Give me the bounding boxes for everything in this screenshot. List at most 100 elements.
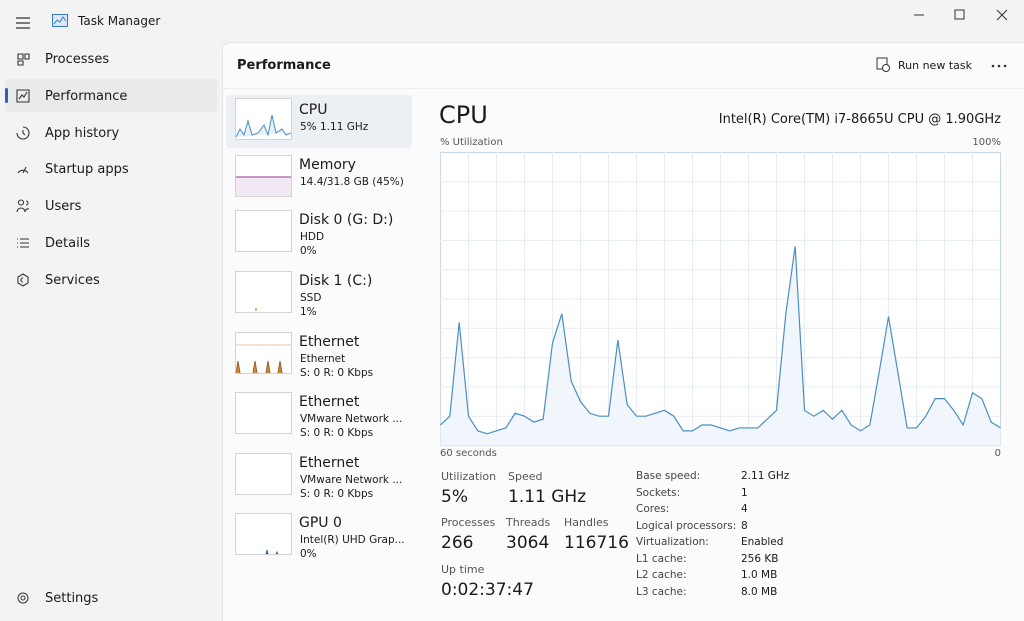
nav-indicator xyxy=(5,88,8,103)
window-controls[interactable] xyxy=(912,8,1012,22)
device-name[interactable]: Ethernet xyxy=(299,334,360,350)
menu-icon xyxy=(16,17,30,29)
device-name[interactable]: Ethernet xyxy=(299,455,360,471)
nav-item[interactable]: Details xyxy=(45,236,91,251)
run-task-icon xyxy=(876,57,890,72)
spec-value: 8 xyxy=(741,519,748,532)
nav-selected-bg xyxy=(5,79,217,112)
cpu-line xyxy=(440,246,1001,435)
nav-item[interactable]: Users xyxy=(45,199,82,215)
device-detail: 5% 1.11 GHz xyxy=(300,121,369,133)
app-icon xyxy=(52,14,68,27)
spec-key: Base speed: xyxy=(636,470,701,482)
nav-settings[interactable]: Settings xyxy=(45,591,99,606)
device-detail: VMware Network ... xyxy=(300,474,403,486)
nav-icon xyxy=(16,199,30,213)
nav-item[interactable]: Startup apps xyxy=(45,162,129,178)
nav-icon xyxy=(17,53,30,66)
spec-value: 2.11 GHz xyxy=(741,470,790,482)
thumbnail-graph xyxy=(265,549,279,555)
nav-icon xyxy=(17,167,29,174)
device-detail: VMware Network ... xyxy=(300,413,403,425)
device-thumbnail[interactable] xyxy=(235,453,292,495)
run-new-task-button[interactable]: Run new task xyxy=(898,59,972,72)
y-axis-label: % Utilization xyxy=(440,137,503,148)
device-thumbnail[interactable] xyxy=(235,210,292,252)
spec-key: L2 cache: xyxy=(636,569,687,581)
spec-value: 4 xyxy=(741,503,748,515)
device-detail: 0% xyxy=(300,245,317,257)
nav-item[interactable]: App history xyxy=(45,125,120,141)
device-detail: HDD xyxy=(300,231,325,243)
stat-value: 1.11 GHz xyxy=(508,487,587,507)
stat-label: Up time xyxy=(441,563,485,576)
device-thumbnail[interactable] xyxy=(235,155,292,197)
spec-key: Logical processors: xyxy=(636,519,737,532)
spec-value: 8.0 MB xyxy=(741,585,778,598)
device-name[interactable]: GPU 0 xyxy=(299,515,342,531)
stat-value: 0:02:37:47 xyxy=(441,580,534,600)
nav-icon xyxy=(16,126,30,140)
page-title: Performance xyxy=(237,58,331,73)
thumbnail-graph xyxy=(235,114,292,138)
nav-item[interactable]: Performance xyxy=(45,88,128,104)
thumbnail-graph xyxy=(255,308,257,311)
spec-key: Virtualization: xyxy=(636,536,709,548)
cpu-model: Intel(R) Core(TM) i7-8665U CPU @ 1.90GHz xyxy=(718,112,1001,127)
stat-label: Utilization xyxy=(441,470,497,483)
thumbnail-graph xyxy=(236,176,291,196)
thumbnail-graph xyxy=(235,344,291,374)
thumbnail-graph xyxy=(236,454,291,494)
device-detail: Intel(R) UHD Grap... xyxy=(300,534,405,546)
device-detail: SSD xyxy=(300,292,322,304)
header-divider xyxy=(223,88,1024,89)
stat-label: Processes xyxy=(441,516,496,529)
device-detail: S: 0 R: 0 Kbps xyxy=(300,427,374,439)
nav-icon xyxy=(17,273,29,287)
stat-value: 5% xyxy=(441,487,468,507)
spec-key: L3 cache: xyxy=(636,585,687,598)
more-button[interactable] xyxy=(991,64,1009,68)
nav-icon xyxy=(17,238,29,248)
device-thumbnail[interactable] xyxy=(235,513,292,555)
stat-value: 3064 xyxy=(506,533,550,553)
settings-icon xyxy=(17,592,29,604)
thumbnail-graph xyxy=(236,211,291,251)
stat-label: Handles xyxy=(564,516,609,529)
device-detail: S: 0 R: 0 Kbps xyxy=(300,367,374,379)
thumbnail-graph xyxy=(236,393,291,433)
stat-value: 116716 xyxy=(564,533,629,553)
spec-value: 1.0 MB xyxy=(741,569,778,581)
device-name[interactable]: Ethernet xyxy=(299,394,360,410)
device-thumbnail[interactable] xyxy=(235,98,292,140)
device-thumbnail[interactable] xyxy=(235,271,292,313)
stat-value: 266 xyxy=(441,533,474,553)
device-detail: 0% xyxy=(300,548,317,560)
device-detail: 1% xyxy=(300,306,317,318)
spec-key: L1 cache: xyxy=(636,552,687,565)
spec-key: Sockets: xyxy=(636,486,681,499)
device-thumbnail[interactable] xyxy=(235,332,292,374)
window-title: Task Manager xyxy=(78,14,161,28)
device-name[interactable]: Disk 1 (C:) xyxy=(299,273,373,289)
nav-item[interactable]: Services xyxy=(45,272,100,288)
device-detail: Ethernet xyxy=(300,353,346,365)
detail-title: CPU xyxy=(439,101,488,129)
stat-label: Speed xyxy=(508,470,543,483)
spec-value: 256 KB xyxy=(741,552,779,565)
spec-key: Cores: xyxy=(636,503,670,515)
cpu-graph xyxy=(440,152,1001,446)
x-end-label: 0 xyxy=(994,448,1001,459)
spec-value: Enabled xyxy=(741,536,784,548)
device-thumbnail[interactable] xyxy=(235,392,292,434)
device-name[interactable]: CPU xyxy=(299,102,328,118)
nav-item[interactable]: Processes xyxy=(45,52,110,67)
device-detail: S: 0 R: 0 Kbps xyxy=(300,488,374,500)
device-name[interactable]: Disk 0 (G: D:) xyxy=(299,212,394,228)
menu-button[interactable] xyxy=(16,14,30,33)
nav-icon xyxy=(16,89,30,103)
x-axis-label: 60 seconds xyxy=(440,448,497,459)
device-name[interactable]: Memory xyxy=(299,157,356,173)
device-detail: 14.4/31.8 GB (45%) xyxy=(300,176,404,188)
